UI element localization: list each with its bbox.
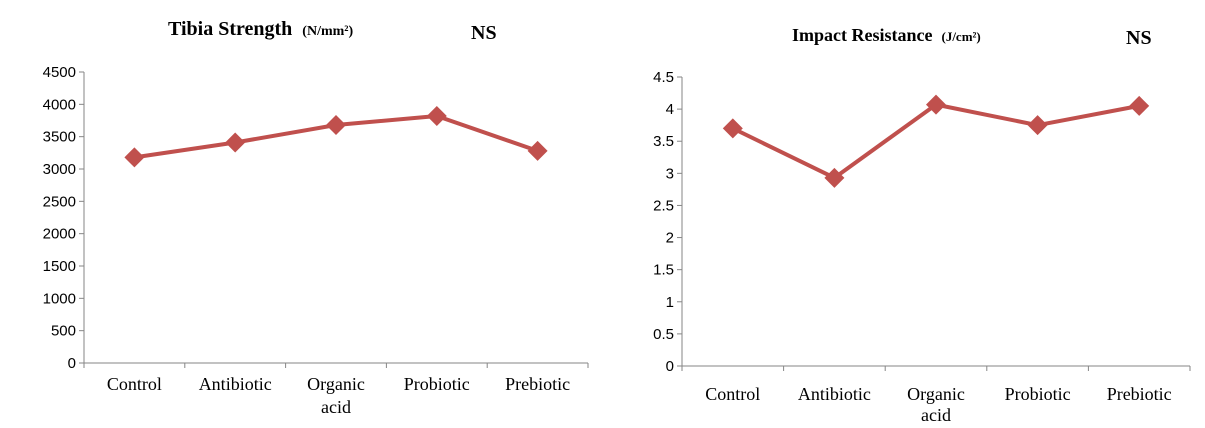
x-category-label: Antibiotic <box>199 374 272 394</box>
y-tick-label: 500 <box>51 323 76 340</box>
y-tick-label: 1.5 <box>653 262 674 279</box>
chart-title-unit: (N/mm²) <box>302 24 353 39</box>
y-tick-label: 3.5 <box>653 133 674 150</box>
y-tick-label: 0 <box>68 355 76 372</box>
tibia-strength-chart: Tibia Strength (N/mm²) NS 0 500 1000 1500 20… <box>43 18 588 417</box>
y-tick-label: 1500 <box>43 258 76 275</box>
data-point-marker <box>1129 96 1149 116</box>
x-category-label: acid <box>921 405 951 425</box>
x-category-label: Probiotic <box>1005 384 1071 404</box>
x-category-label: Antibiotic <box>798 384 871 404</box>
series-line <box>733 105 1139 178</box>
x-category-label: Prebiotic <box>505 374 570 394</box>
y-tick-label: 4 <box>666 101 674 118</box>
x-category-label: acid <box>321 397 351 417</box>
y-tick-label: 3000 <box>43 161 76 178</box>
y-tick-label: 2500 <box>43 193 76 210</box>
data-point-marker <box>124 147 144 167</box>
y-tick-label: 1 <box>666 294 674 311</box>
data-point-marker <box>225 132 245 152</box>
y-tick-label: 4.5 <box>653 69 674 86</box>
chart-title-unit: (J/cm²) <box>941 29 980 44</box>
x-category-label: Organic <box>307 374 365 394</box>
y-tick-label: 2 <box>666 230 674 247</box>
significance-label: NS <box>1126 27 1152 49</box>
data-point-marker <box>723 118 743 138</box>
data-point-marker <box>326 115 346 135</box>
y-tick-label: 3 <box>666 165 674 182</box>
y-tick-label: 2000 <box>43 226 76 243</box>
y-tick-label: 4000 <box>43 96 76 113</box>
x-category-label: Organic <box>907 384 965 404</box>
data-point-marker <box>1028 115 1048 135</box>
chart-title-main: Impact Resistance <box>792 25 932 45</box>
data-point-marker <box>427 106 447 126</box>
chart-title: Impact Resistance (J/cm²) <box>792 25 981 45</box>
x-category-label: Prebiotic <box>1107 384 1172 404</box>
y-tick-label: 0.5 <box>653 326 674 343</box>
x-category-label: Control <box>107 374 162 394</box>
y-tick-label: 3500 <box>43 129 76 146</box>
y-tick-label: 4500 <box>43 64 76 81</box>
y-tick-label: 0 <box>666 358 674 375</box>
impact-resistance-chart: Impact Resistance (J/cm²) NS 0 0.5 1 1.5 2 2.… <box>653 25 1190 425</box>
plot-area: 0 500 1000 1500 2000 2500 3000 3500 4000 4500 Cont… <box>43 64 588 417</box>
data-point-marker <box>528 141 548 161</box>
chart-title: Tibia Strength (N/mm²) <box>168 18 353 40</box>
y-tick-label: 2.5 <box>653 197 674 214</box>
significance-label: NS <box>471 22 497 44</box>
x-category-label: Control <box>705 384 760 404</box>
chart-title-main: Tibia Strength <box>168 18 292 40</box>
y-tick-label: 1000 <box>43 290 76 307</box>
x-category-label: Probiotic <box>404 374 470 394</box>
plot-area: 0 0.5 1 1.5 2 2.5 3 3.5 4 4.5 Control Antibiotic Org… <box>653 69 1190 425</box>
